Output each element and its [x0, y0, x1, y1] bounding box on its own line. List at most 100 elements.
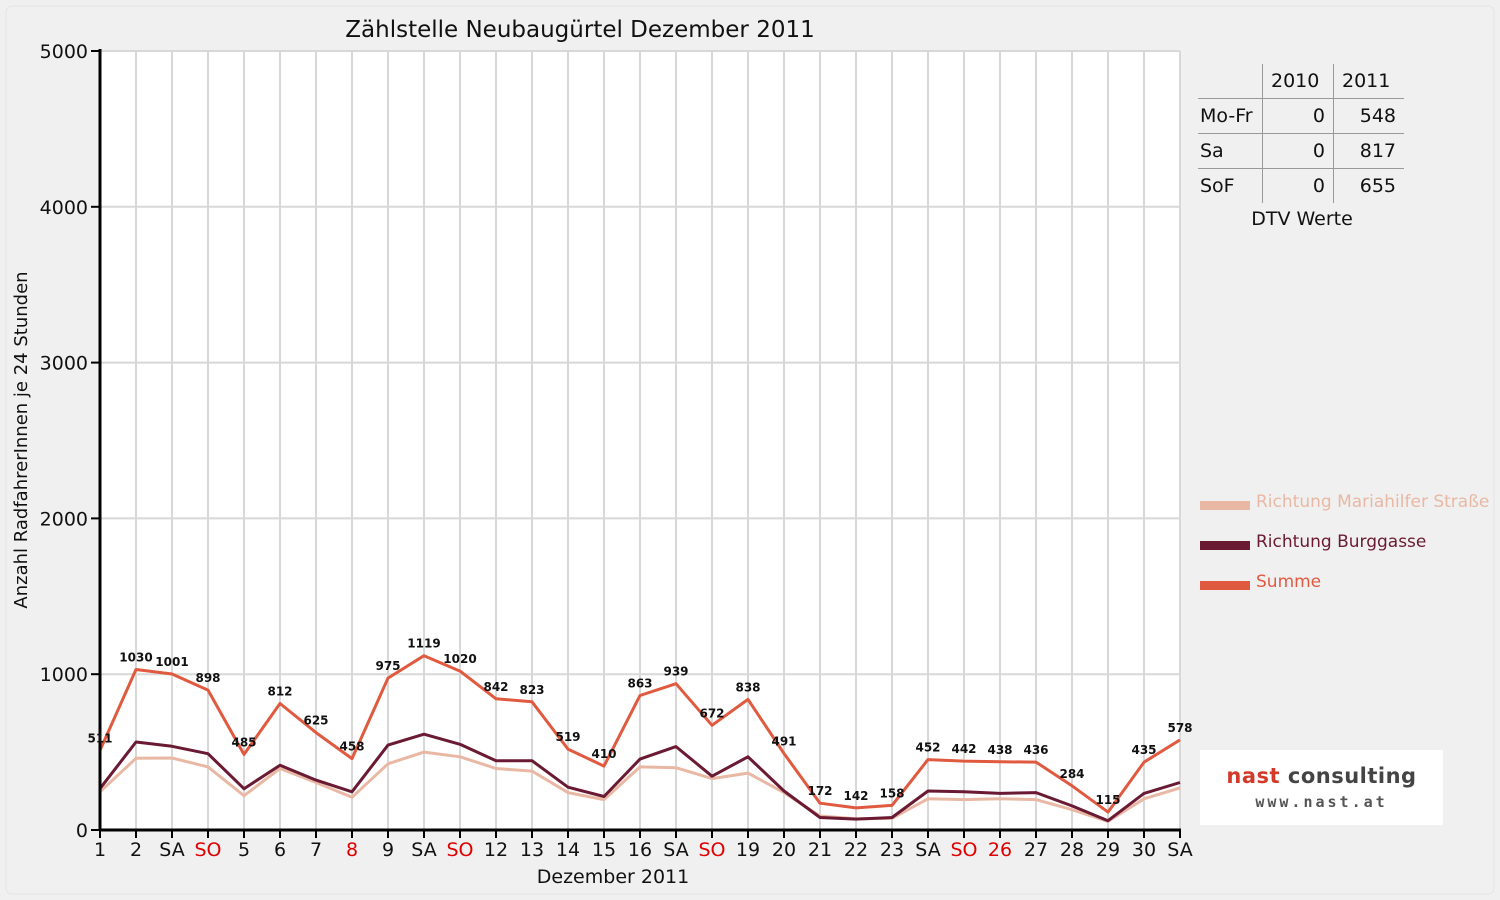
y-tick-label: 0 [76, 820, 88, 842]
series-line-summe [98, 654, 1181, 814]
x-tick-label: 27 [1024, 839, 1048, 861]
dtv-caption: DTV Werte [1251, 208, 1353, 230]
dtv-value-2011: 548 [1333, 98, 1404, 134]
dtv-row-label: Sa [1198, 133, 1263, 169]
logo-name-part1: nast [1226, 764, 1281, 788]
logo-wordmark: nast consulting [1200, 764, 1443, 788]
data-label: 158 [879, 786, 904, 800]
data-label: 812 [267, 684, 292, 698]
data-label: 491 [771, 735, 796, 749]
gridlines [100, 50, 1181, 830]
data-label: 115 [1095, 793, 1120, 807]
dtv-row-mofr: Mo-Fr 0 548 [1198, 98, 1404, 134]
data-label: 435 [1131, 743, 1156, 757]
dtv-header-2010: 2010 [1262, 64, 1334, 99]
legend-swatch [1200, 581, 1250, 590]
x-tick-label: 1 [94, 839, 106, 861]
x-tick-label: SA [1167, 839, 1192, 861]
logo-url: www.nast.at [1255, 793, 1388, 811]
data-label: 625 [303, 714, 328, 728]
data-label: 452 [915, 741, 940, 755]
x-tick-label: 13 [520, 839, 544, 861]
x-tick-label: 23 [880, 839, 904, 861]
dtv-header-blank [1198, 64, 1263, 99]
x-tick-label: SO [446, 839, 473, 861]
dtv-table: 2010 2011 Mo-Fr 0 548 Sa 0 817 SoF 0 655 [1198, 64, 1404, 203]
legend-swatch [1200, 541, 1250, 550]
data-label: 1001 [155, 655, 188, 669]
dtv-row-sof: SoF 0 655 [1198, 168, 1404, 203]
data-label: 672 [699, 706, 724, 720]
x-tick-label: 20 [772, 839, 796, 861]
data-label: 485 [231, 735, 256, 749]
x-tick-label: 28 [1060, 839, 1084, 861]
data-label: 838 [735, 680, 760, 694]
x-tick-label: SA [663, 839, 688, 861]
legend-label: Richtung Mariahilfer Straße [1256, 492, 1490, 512]
x-tick-label: SO [698, 839, 725, 861]
y-tick-label: 2000 [40, 508, 88, 530]
x-tick-label: SA [159, 839, 184, 861]
x-tick-label: SO [194, 839, 221, 861]
data-label: 438 [987, 743, 1012, 757]
dtv-header-2011: 2011 [1333, 64, 1404, 99]
x-tick-label: 29 [1096, 839, 1120, 861]
chart-title: Zählstelle Neubaugürtel Dezember 2011 [345, 17, 814, 43]
x-tick-label: 2 [130, 839, 142, 861]
series-line-mariahilfer [98, 750, 1181, 823]
x-tick-label: 6 [274, 839, 286, 861]
data-label: 863 [627, 677, 652, 691]
dtv-value-2011: 817 [1333, 133, 1404, 169]
x-tick-label: SA [411, 839, 436, 861]
data-label: 458 [339, 740, 364, 754]
dtv-value-2010: 0 [1262, 98, 1334, 134]
dtv-row-sa: Sa 0 817 [1198, 133, 1404, 169]
x-tick-label: 26 [988, 839, 1012, 861]
data-label: 511 [87, 731, 112, 745]
legend-swatch [1200, 501, 1250, 510]
dtv-row-label: Mo-Fr [1198, 98, 1263, 134]
data-label: 823 [519, 683, 544, 697]
y-axis-title: Anzahl RadfahrerInnen je 24 Stunden [11, 271, 32, 608]
series-line-burggasse [98, 732, 1181, 823]
x-axis-title: Dezember 2011 [537, 866, 689, 888]
y-tick-label: 1000 [40, 664, 88, 686]
x-tick-label: 16 [628, 839, 652, 861]
x-tick-label: 5 [238, 839, 250, 861]
data-label: 1030 [119, 651, 152, 665]
data-label: 975 [375, 659, 400, 673]
x-tick-label: 21 [808, 839, 832, 861]
data-label: 519 [555, 730, 580, 744]
x-tick-label: 9 [382, 839, 394, 861]
dtv-header-row: 2010 2011 [1198, 64, 1404, 99]
x-tick-label: 8 [346, 839, 358, 861]
x-tick-label: 19 [736, 839, 760, 861]
data-label: 1020 [443, 652, 476, 666]
x-tick-label: SO [950, 839, 977, 861]
x-tick-label: 15 [592, 839, 616, 861]
data-label: 172 [807, 784, 832, 798]
legend-label: Summe [1256, 572, 1322, 592]
data-label: 842 [483, 680, 508, 694]
data-label: 410 [591, 747, 616, 761]
dtv-value-2010: 0 [1262, 168, 1334, 203]
data-label: 436 [1023, 743, 1048, 757]
series-lines [98, 654, 1181, 823]
y-tick-label: 4000 [40, 197, 88, 219]
data-label: 939 [663, 665, 688, 679]
dtv-value-2010: 0 [1262, 133, 1334, 169]
x-tick-label: SA [915, 839, 940, 861]
logo-name-part2: consulting [1280, 764, 1417, 788]
data-label: 284 [1059, 767, 1084, 781]
data-label: 898 [195, 671, 220, 685]
y-tick-label: 5000 [40, 41, 88, 63]
x-tick-label: 14 [556, 839, 580, 861]
x-tick-label: 22 [844, 839, 868, 861]
data-label: 442 [951, 742, 976, 756]
dtv-row-label: SoF [1198, 168, 1263, 203]
x-tick-label: 12 [484, 839, 508, 861]
